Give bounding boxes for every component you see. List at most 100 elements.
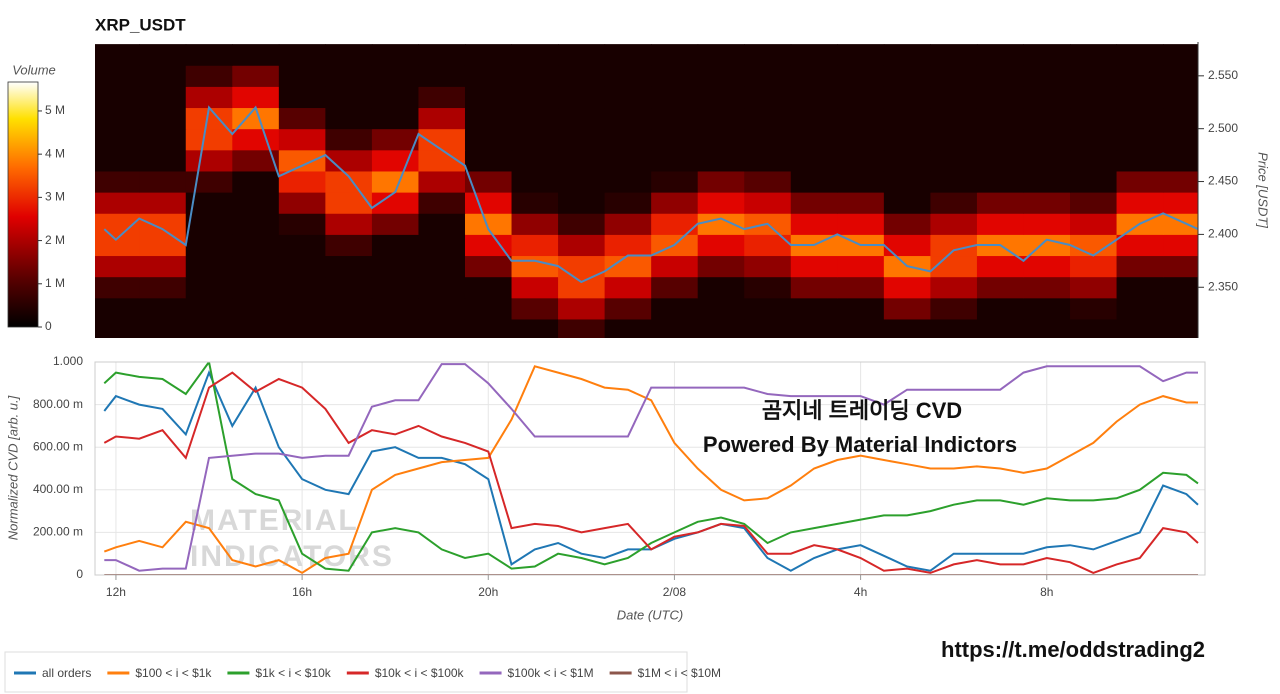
heatmap-cell <box>185 44 233 66</box>
series-line <box>103 365 1198 575</box>
y-tick-label: 2.450 <box>1208 174 1238 188</box>
heatmap-cell <box>418 170 466 193</box>
heatmap-cell <box>325 297 373 320</box>
heatmap <box>95 44 1198 338</box>
heatmap-cell <box>464 255 513 278</box>
heatmap-cell <box>1163 149 1198 172</box>
heatmap-cell <box>278 234 326 257</box>
heatmap-cell <box>325 65 373 87</box>
heatmap-cell <box>930 44 978 66</box>
heatmap-cell <box>790 86 838 109</box>
heatmap-cell <box>1116 170 1164 193</box>
heatmap-cell <box>604 149 652 172</box>
heatmap-cell <box>744 107 792 130</box>
heatmap-cell <box>139 276 187 299</box>
heatmap-cell <box>1070 276 1118 299</box>
heatmap-cell <box>604 234 652 257</box>
heatmap-cell <box>278 255 326 278</box>
lines <box>103 362 1199 575</box>
heatmap-cell <box>697 149 745 172</box>
y-tick-label: 400.00 m <box>33 482 83 496</box>
heatmap-cell <box>1023 44 1071 66</box>
heatmap-cell <box>1163 86 1198 109</box>
heatmap-cell <box>651 65 699 87</box>
heatmap-cell <box>744 128 792 151</box>
heatmap-cell <box>511 213 559 235</box>
heatmap-cell <box>930 297 978 320</box>
colorbar <box>7 81 39 328</box>
colorbar-tick-label: 0 <box>45 319 52 333</box>
series-line <box>103 371 1199 574</box>
heatmap-cell <box>418 86 466 109</box>
heatmap-cell <box>95 86 140 109</box>
heatmap-cell <box>837 276 885 299</box>
heatmap-cell <box>1070 318 1118 338</box>
heatmap-cell <box>511 170 559 193</box>
heatmap-cell <box>930 170 978 193</box>
y-tick-label: 200.00 m <box>33 525 83 539</box>
heatmap-cell <box>837 297 885 320</box>
heatmap-cell <box>139 86 187 109</box>
heatmap-cell <box>418 149 466 172</box>
heatmap-cell <box>697 234 745 257</box>
heatmap-cell <box>697 107 745 130</box>
heatmap-cell <box>325 107 373 130</box>
heatmap-cell <box>604 170 652 193</box>
heatmap-cell <box>976 170 1024 193</box>
heatmap-cell <box>232 234 280 257</box>
heatmap-cell <box>185 65 233 87</box>
heatmap-cell <box>95 297 140 320</box>
heatmap-cell <box>278 149 326 172</box>
heatmap-cell <box>232 192 280 214</box>
heatmap-cell <box>651 276 699 299</box>
heatmap-cell <box>185 234 233 257</box>
heatmap-cell <box>1070 192 1118 214</box>
heatmap-cell <box>464 44 513 66</box>
heatmap-cell <box>464 276 513 299</box>
heatmap-cell <box>95 107 140 130</box>
heatmap-cell <box>371 276 419 299</box>
heatmap-cell <box>95 44 140 66</box>
heatmap-cell <box>1023 255 1071 278</box>
heatmap-cell <box>558 234 606 257</box>
heatmap-cell <box>511 107 559 130</box>
heatmap-cell <box>837 318 885 338</box>
heatmap-cell <box>1116 276 1164 299</box>
y-axis-label: Normalized CVD [arb. u.] <box>5 395 20 540</box>
heatmap-cell <box>418 234 466 257</box>
watermark-text: 곰지네 트레이딩 CVD <box>762 398 962 423</box>
heatmap-cell <box>278 107 326 130</box>
heatmap-cell <box>1023 192 1071 214</box>
heatmap-cell <box>744 297 792 320</box>
heatmap-cell <box>837 86 885 109</box>
heatmap-cell <box>604 44 652 66</box>
heatmap-cell <box>883 86 931 109</box>
heatmap-cell <box>278 86 326 109</box>
heatmap-cell <box>185 149 233 172</box>
heatmap-cell <box>697 86 745 109</box>
heatmap-cell <box>418 107 466 130</box>
heatmap-cell <box>697 65 745 87</box>
heatmap-cell <box>185 107 233 130</box>
x-tick-label: 2/08 <box>663 585 687 599</box>
heatmap-cell <box>651 86 699 109</box>
heatmap-cell <box>1163 44 1198 66</box>
heatmap-cell <box>511 276 559 299</box>
heatmap-cell <box>139 192 187 214</box>
heatmap-cell <box>1023 276 1071 299</box>
heatmap-cell <box>651 318 699 338</box>
heatmap-cell <box>697 44 745 66</box>
heatmap-cell <box>464 86 513 109</box>
heatmap-cell <box>232 65 280 87</box>
heatmap-cell <box>325 86 373 109</box>
heatmap-cell <box>371 297 419 320</box>
y-tick-label: 0 <box>76 567 83 581</box>
heatmap-cell <box>790 65 838 87</box>
heatmap-cell <box>1070 255 1118 278</box>
heatmap-cell <box>371 318 419 338</box>
heatmap-cell <box>325 192 373 214</box>
heatmap-cell <box>371 128 419 151</box>
heatmap-cell <box>604 192 652 214</box>
heatmap-cell <box>697 297 745 320</box>
